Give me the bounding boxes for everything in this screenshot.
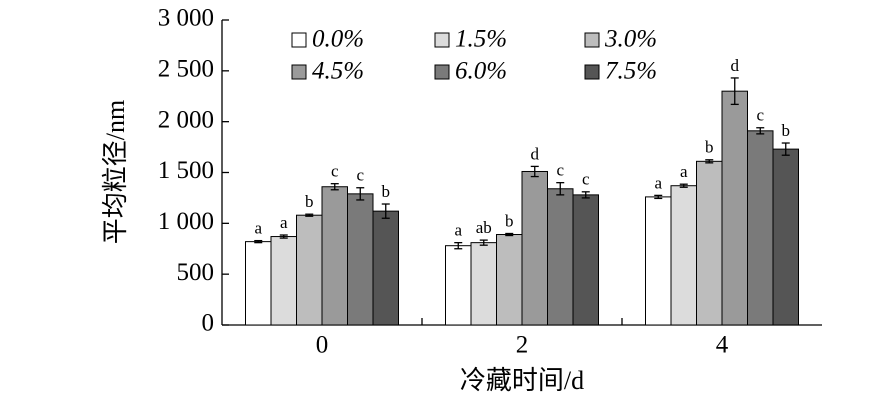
- bar: [572, 194, 599, 326]
- y-tick-label: 2 500: [158, 56, 214, 83]
- legend-swatch: [434, 32, 450, 48]
- legend-label: 4.5%: [312, 58, 364, 85]
- significance-letter: c: [356, 166, 364, 185]
- legend-label: 7.5%: [605, 58, 657, 85]
- significance-letter: c: [756, 106, 764, 125]
- legend-swatch: [584, 32, 600, 48]
- significance-letter: d: [731, 56, 740, 75]
- bar: [521, 170, 548, 326]
- y-axis-label: 平均粒径/nm: [101, 100, 130, 244]
- legend-label: 0.0%: [312, 26, 364, 53]
- y-tick-label: 1 500: [158, 157, 214, 184]
- significance-letter: b: [782, 121, 791, 140]
- bar: [645, 196, 672, 326]
- significance-letter: d: [531, 144, 540, 163]
- legend-label: 1.5%: [455, 26, 507, 53]
- significance-letter: a: [254, 219, 262, 238]
- significance-letter: ab: [476, 218, 492, 237]
- significance-letter: b: [705, 138, 714, 157]
- x-tick-label: 2: [516, 332, 529, 359]
- legend-swatch: [434, 64, 450, 80]
- legend-swatch: [291, 32, 307, 48]
- y-tick-label: 500: [177, 259, 215, 286]
- bar: [372, 210, 399, 326]
- bar: [270, 236, 297, 326]
- legend-swatch: [584, 64, 600, 80]
- bar: [670, 185, 697, 326]
- legend-swatch: [291, 64, 307, 80]
- significance-letter: a: [454, 221, 462, 240]
- significance-letter: c: [331, 162, 339, 181]
- significance-letter: b: [505, 211, 514, 230]
- legend-label: 3.0%: [604, 26, 657, 53]
- bar: [747, 130, 774, 326]
- y-tick-label: 3 000: [158, 5, 214, 32]
- legend-label: 6.0%: [455, 58, 507, 85]
- significance-letter: a: [680, 162, 688, 181]
- x-tick-label: 4: [716, 332, 729, 359]
- significance-letter: c: [582, 170, 590, 189]
- bar: [296, 214, 323, 326]
- bar: [696, 160, 723, 326]
- y-tick-label: 2 000: [158, 106, 214, 133]
- significance-letter: c: [556, 161, 564, 180]
- significance-letter: a: [280, 213, 288, 232]
- bar: [470, 242, 497, 326]
- x-tick-label: 0: [316, 332, 329, 359]
- bar: [496, 234, 523, 326]
- y-tick-label: 1 000: [158, 208, 214, 235]
- x-axis-label: 冷藏时间/d: [460, 366, 584, 395]
- bar: [721, 90, 748, 326]
- bar: [245, 241, 272, 326]
- bar: [445, 245, 472, 326]
- significance-letter: b: [305, 192, 314, 211]
- significance-letter: a: [654, 173, 662, 192]
- bar: [347, 193, 374, 326]
- y-tick-label: 0: [202, 310, 215, 337]
- bar: [772, 148, 799, 326]
- bar: [547, 188, 574, 326]
- bar: [321, 186, 348, 326]
- significance-letter: b: [382, 182, 391, 201]
